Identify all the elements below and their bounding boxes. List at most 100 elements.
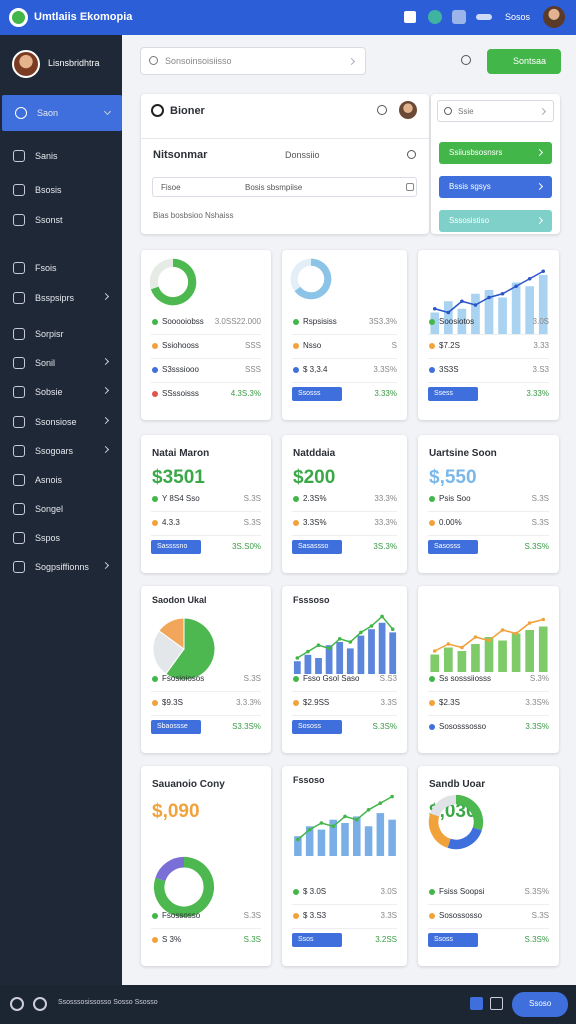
row-label: Y 8S4 Sso bbox=[162, 494, 200, 503]
panel-search[interactable] bbox=[377, 105, 387, 115]
row-divider bbox=[151, 928, 261, 929]
bar bbox=[511, 282, 521, 335]
chevron bbox=[101, 416, 110, 425]
filter-bar[interactable]: Fisoe Bosis sbsmpiise bbox=[152, 177, 417, 197]
action-button[interactable]: Sssosistiso bbox=[439, 210, 552, 232]
row-divider bbox=[151, 382, 261, 383]
row-divider bbox=[428, 382, 549, 383]
row-value: S.3S bbox=[531, 911, 549, 920]
row-pill[interactable]: Ssoss bbox=[428, 933, 478, 947]
row-divider bbox=[151, 334, 261, 335]
footer-icon[interactable] bbox=[33, 997, 47, 1011]
row-divider bbox=[292, 904, 397, 905]
search-bar[interactable]: Sonsoinsoisiisso bbox=[140, 47, 366, 75]
row-label: SSssoisss bbox=[162, 389, 199, 398]
card-title: Natddaia bbox=[293, 448, 336, 459]
row-pill[interactable]: Sososs bbox=[292, 720, 342, 734]
menu-item[interactable]: Songel bbox=[0, 498, 122, 520]
mail-icon[interactable] bbox=[476, 14, 492, 20]
trend-point bbox=[487, 295, 491, 300]
bar bbox=[443, 301, 453, 335]
row-bullet bbox=[293, 913, 299, 919]
row-label: 3.3S% bbox=[303, 518, 327, 527]
side-search[interactable]: Ssie bbox=[437, 100, 554, 122]
trend-point bbox=[460, 299, 464, 304]
status-icon[interactable] bbox=[428, 10, 442, 24]
bar bbox=[346, 648, 354, 674]
donut-segment bbox=[149, 258, 174, 290]
row-pill[interactable]: Ssosss bbox=[292, 387, 342, 401]
row-label: Sassssno bbox=[157, 543, 188, 550]
search-button[interactable] bbox=[461, 55, 471, 65]
primary-button[interactable]: Sontsaa bbox=[487, 49, 561, 74]
row-search[interactable] bbox=[407, 150, 416, 159]
row-bullet bbox=[152, 913, 158, 919]
menu-item[interactable]: Sorpisr bbox=[0, 323, 122, 345]
row-bullet bbox=[152, 700, 158, 706]
bar bbox=[430, 312, 440, 335]
button-label: Bssis sgsys bbox=[449, 182, 491, 191]
row-divider bbox=[151, 691, 261, 692]
action-button[interactable]: Bssis sgsys bbox=[439, 176, 552, 198]
row-pill[interactable]: Sasassso bbox=[292, 540, 342, 554]
donut-segment bbox=[290, 258, 312, 291]
row-label: Nitsonmar bbox=[153, 149, 208, 161]
row-divider bbox=[292, 382, 397, 383]
row-value: 3.0SS22.000 bbox=[214, 317, 261, 326]
menu-item[interactable]: Asnois bbox=[0, 469, 122, 491]
row-label: $2.9SS bbox=[303, 698, 330, 707]
button-label: Ssoso bbox=[529, 999, 552, 1008]
avatar[interactable] bbox=[543, 6, 565, 28]
row-divider bbox=[292, 691, 397, 692]
menu-label: Fsois bbox=[35, 263, 57, 273]
row-pill[interactable]: Ssos bbox=[292, 933, 342, 947]
menu-item[interactable]: Sspos bbox=[0, 527, 122, 549]
row-pill[interactable]: Sbaossse bbox=[151, 720, 201, 734]
row-value: 3.3S% bbox=[525, 698, 549, 707]
menu-icon bbox=[13, 445, 25, 457]
menu-icon bbox=[13, 150, 25, 162]
row-label: Ssiohooss bbox=[162, 341, 199, 350]
menu-item[interactable]: Ssonsiose bbox=[0, 411, 122, 433]
row-value: 33.3% bbox=[374, 518, 397, 527]
trend-point bbox=[295, 656, 300, 660]
bar bbox=[538, 626, 548, 672]
row-value: 3.33% bbox=[374, 389, 397, 398]
card-title: Sandb Uoar bbox=[429, 779, 486, 790]
row-label: Sasosss bbox=[434, 543, 461, 550]
footer-icon[interactable] bbox=[470, 997, 483, 1010]
row-pill[interactable]: Sassssno bbox=[151, 540, 201, 554]
user-chip[interactable]: Sosos bbox=[505, 12, 531, 22]
chevron bbox=[535, 182, 544, 191]
row-value: S3.3S% bbox=[232, 722, 261, 731]
row-label: $ 3,3.4 bbox=[303, 365, 328, 374]
bar bbox=[305, 826, 314, 856]
menu-item[interactable]: Bsosis bbox=[0, 179, 122, 201]
profile-avatar bbox=[12, 50, 40, 78]
footer-icon[interactable] bbox=[490, 997, 503, 1010]
menu-item[interactable]: Sogpsiffionns bbox=[0, 556, 122, 578]
row-value: S.S3 bbox=[379, 674, 397, 683]
donut-segment bbox=[155, 856, 185, 882]
menu-item[interactable]: Sanis bbox=[0, 145, 122, 167]
bar bbox=[368, 629, 375, 674]
menu-item[interactable]: Bsspsiprs bbox=[0, 287, 122, 309]
row-value: S.3S% bbox=[524, 935, 549, 944]
apps-icon[interactable] bbox=[452, 10, 466, 24]
filter-box[interactable] bbox=[406, 183, 414, 191]
row-pill[interactable]: Sasosss bbox=[428, 540, 478, 554]
menu-item[interactable]: Ssonst bbox=[0, 209, 122, 231]
action-button[interactable]: Ssiiusbsosnsrs bbox=[439, 142, 552, 164]
menu-item[interactable]: Sonil bbox=[0, 352, 122, 374]
trend-point bbox=[354, 817, 359, 822]
bar bbox=[329, 819, 337, 856]
row-divider bbox=[292, 334, 397, 335]
menu-item[interactable]: Ssogoars bbox=[0, 440, 122, 462]
menu-item[interactable]: Fsois bbox=[0, 257, 122, 279]
footer-icon[interactable] bbox=[10, 997, 24, 1011]
menu-item[interactable]: Saon bbox=[2, 95, 122, 131]
home-icon[interactable] bbox=[404, 11, 416, 23]
footer-button[interactable]: Ssoso bbox=[512, 992, 568, 1017]
row-pill[interactable]: Ssess bbox=[428, 387, 478, 401]
menu-item[interactable]: Sobsie bbox=[0, 381, 122, 403]
